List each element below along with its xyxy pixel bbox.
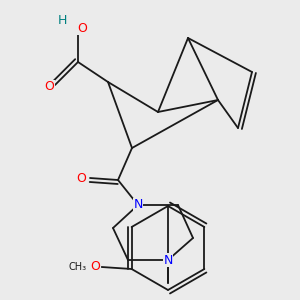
- Text: O: O: [76, 172, 86, 184]
- Text: O: O: [44, 80, 54, 94]
- Text: O: O: [91, 260, 100, 274]
- Text: CH₃: CH₃: [69, 262, 87, 272]
- Text: N: N: [163, 254, 173, 266]
- Text: O: O: [77, 22, 87, 34]
- Text: H: H: [57, 14, 67, 26]
- Text: N: N: [133, 199, 143, 212]
